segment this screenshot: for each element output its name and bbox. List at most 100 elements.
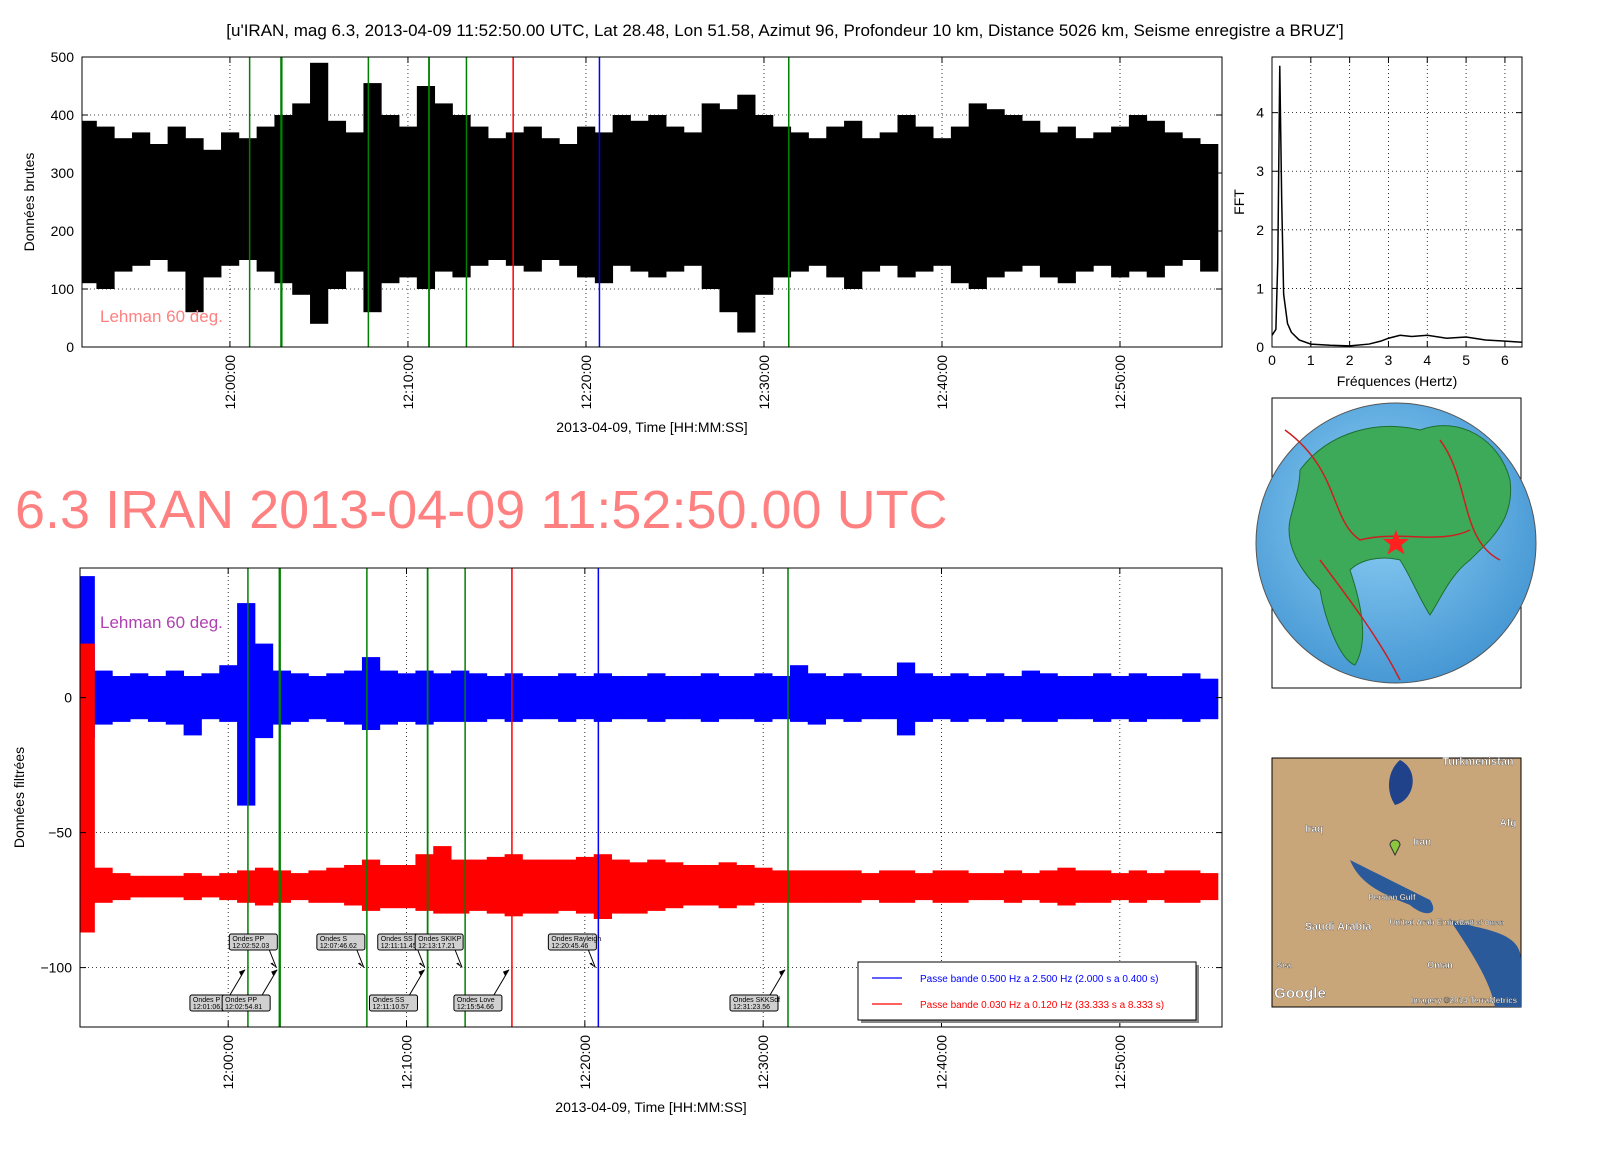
signal-range [914,873,933,901]
signal-range [808,138,827,266]
signal-range [648,115,667,278]
signal-range [1111,126,1130,278]
headline: 6.3 IRAN 2013-04-09 11:52:50.00 UTC [15,480,948,540]
signal-range [647,859,666,911]
signal-range [237,603,256,806]
y-tick-label: −50 [48,825,72,841]
signal-range [968,103,987,290]
signal-range [361,657,381,730]
signal-range [558,673,577,722]
x-tick-label: 6 [1501,352,1509,368]
callout-arrow [769,969,786,996]
signal-range [94,867,113,903]
map-label: Sea [1277,961,1292,970]
signal-range [452,115,471,278]
plot-frame [1271,56,1523,348]
signal-range [290,873,309,901]
caspian [1388,760,1413,805]
signal-range [665,676,684,720]
signal-range [451,670,470,722]
x-tick-label: 3 [1385,352,1393,368]
plot-area [80,568,1222,1027]
signal-range [238,138,258,260]
signal-range [451,859,470,914]
signal-range [701,103,720,290]
callout-time: 12:13:17.21 [418,943,455,950]
signal-range [468,673,488,722]
signal-range [274,115,293,284]
signal-range [1093,132,1112,266]
map: Turkmenistan Iraq Iran Afg Persian Gulf Saudi… [1271,756,1522,1008]
legend-label: Passe bande 0.030 Hz a 0.120 Hz (33.333 … [920,1000,1164,1011]
callout-name: Ondes SS [372,997,404,1004]
plot-frame [79,567,1223,1028]
callout-time: 12:20:45.46 [551,943,588,950]
signal-range [1003,676,1023,720]
signal-range [825,676,844,720]
signal-range [361,859,381,911]
signal-range [1182,673,1201,722]
signal-range [843,673,862,722]
map-label: Persian Gulf [1368,893,1415,902]
y-tick-label: −100 [40,960,72,976]
fft-line [1272,65,1522,347]
signal-range [611,859,630,914]
map-label: Imagery ©2014 TerraMetrics [1411,996,1518,1005]
x-axis-label: Fréquences (Hertz) [1337,373,1458,389]
signal-range [826,126,845,278]
callout-arrow [454,949,463,968]
y-axis-label: FFT [1231,189,1247,215]
signal-range [665,862,684,909]
signal-range [290,673,309,722]
signal-range [1057,126,1076,284]
signal-range [1022,120,1041,266]
signal-range [486,676,505,720]
signal-range [415,670,434,725]
y-tick-label: 2 [1256,222,1264,238]
signal-range [575,676,595,720]
signal-range [577,126,596,278]
signal-range [1004,115,1023,272]
signal-range [522,859,541,914]
callout-arrow [229,969,246,996]
signal-range [790,132,809,272]
callout-arrowhead [456,962,463,968]
x-tick-label: 12:40:00 [934,355,950,410]
signal-range [1182,138,1201,260]
signal-range [541,138,560,260]
signal-range [1003,870,1023,903]
signal-range [397,865,416,909]
signal-range [540,676,559,720]
callout-time: 12:11:11.45 [381,943,417,950]
callout-arrowhead [357,962,364,968]
signal-range [379,670,398,725]
callout-name: Ondes Love [457,997,495,1004]
callout-arrowhead [270,962,277,968]
y-tick-label: 4 [1256,105,1264,121]
x-tick-label: 12:50:00 [1112,1035,1128,1090]
signal-range [754,867,773,903]
callout-box [368,994,418,1012]
legend-label: Passe bande 0.500 Hz a 2.500 Hz (2.000 s… [920,974,1159,985]
signal-range [201,875,220,898]
map-label: Iraq [1305,824,1323,835]
signal-range [825,870,844,903]
callout-time: 12:02:52.03 [232,943,269,950]
signal-range [1075,676,1094,720]
epicenter [1383,530,1409,555]
signal-range [1146,873,1165,901]
x-tick-label: 12:30:00 [755,1035,771,1090]
signal-range [272,670,292,725]
signal-range [132,132,151,266]
callout-arrowhead [779,969,786,976]
signal-range [219,873,238,901]
signal-range [1039,870,1058,903]
map-pin [1389,839,1401,857]
callout-time: 12:02:54.81 [225,1004,262,1011]
signal-range [540,859,559,914]
signal-range [807,870,826,903]
callout-time: 12:01:06.44 [193,1004,230,1011]
map-label: United Arab Emirates [1389,918,1471,927]
signal-range [719,109,738,313]
signal-range [1164,132,1183,266]
